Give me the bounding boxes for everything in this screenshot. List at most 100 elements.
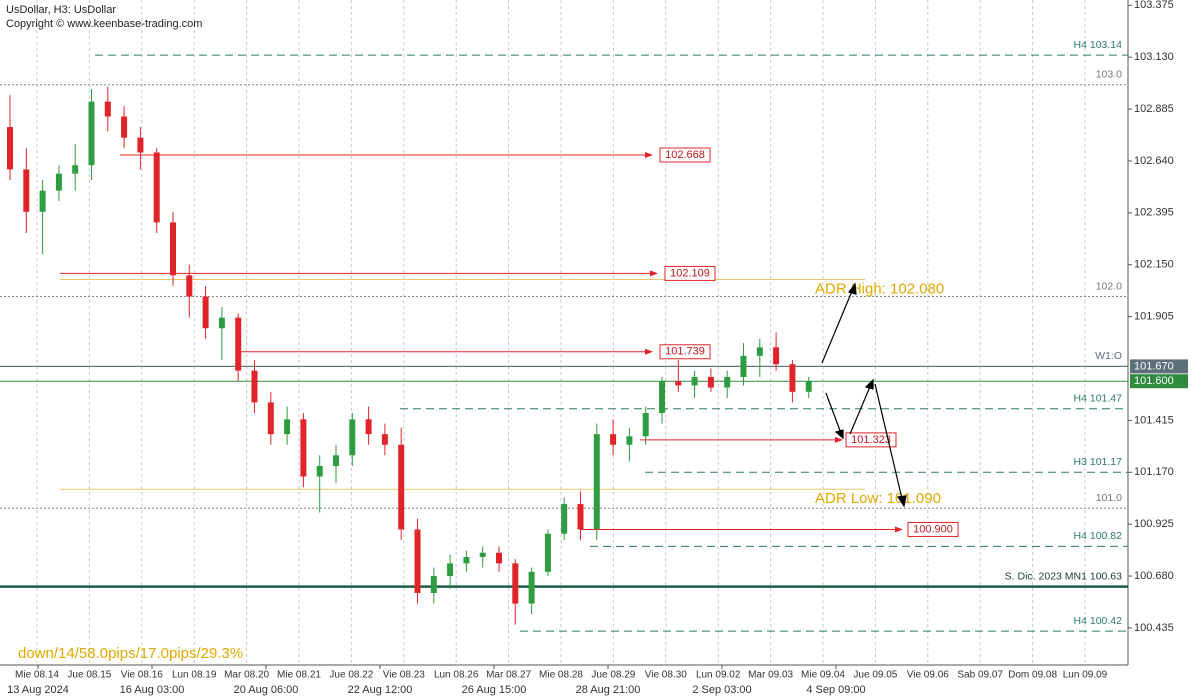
candle-body (561, 504, 568, 534)
day-label: Dom 09.08 (1008, 670, 1057, 681)
date-label: 16 Aug 03:00 (120, 684, 185, 696)
chart-subtitle: Copyright © www.keenbase-trading.com (6, 18, 202, 30)
candle-body (577, 504, 584, 530)
candle-body (610, 434, 617, 445)
candle-body (251, 370, 258, 403)
candle-body (55, 173, 62, 191)
projection-arrow (849, 381, 873, 435)
arrow-head (896, 495, 907, 508)
candle-body (39, 190, 46, 212)
candle-body (528, 571, 535, 604)
target-label: 101.323 (851, 434, 891, 446)
candle-body (316, 465, 323, 477)
y-tick-label: 102.640 (1134, 155, 1174, 167)
candle-body (512, 563, 519, 604)
day-label: Vie 09.06 (907, 670, 950, 681)
candle-body (430, 576, 437, 593)
day-label: Lun 08.19 (172, 670, 217, 681)
target-box (659, 344, 711, 360)
level-label: 102.0 (1096, 280, 1122, 292)
candle-body (218, 317, 225, 329)
candle-body (381, 434, 388, 445)
target-box (664, 265, 716, 281)
arrow-head (834, 429, 844, 440)
candle-body (414, 529, 421, 593)
level-label: 103.0 (1096, 68, 1122, 80)
candle-body (707, 376, 714, 388)
day-label: Lun 09.02 (696, 670, 741, 681)
candle-body (170, 222, 176, 276)
level-label: H4 100.82 (1074, 530, 1123, 542)
day-label: Lun 09.09 (1063, 670, 1108, 681)
projection-arrow (825, 392, 843, 437)
candle-body (544, 533, 551, 572)
price-box-label: 101.600 (1134, 375, 1174, 387)
candle-body (691, 376, 698, 386)
candle-body (349, 419, 356, 456)
arrow-head (847, 282, 857, 295)
candle-body (740, 355, 747, 377)
candle-body (463, 556, 470, 564)
day-label: Jue 08.22 (329, 670, 373, 681)
candle-body (642, 412, 649, 437)
date-label: 13 Aug 2024 (7, 684, 69, 696)
level-label: 101.0 (1096, 492, 1122, 504)
level-label: W1:O (1095, 350, 1122, 362)
y-tick-label: 102.150 (1134, 259, 1174, 271)
candle-body (137, 137, 144, 153)
arrow-head (864, 378, 874, 390)
candle-body (333, 455, 339, 466)
candle-body (121, 116, 128, 138)
day-label: Lun 08.26 (434, 670, 479, 681)
level-label: H4 100.42 (1074, 615, 1123, 627)
y-tick-label: 101.415 (1134, 414, 1174, 426)
candle-body (23, 169, 30, 212)
target-arrowhead (645, 348, 653, 355)
y-tick-label: 103.130 (1134, 51, 1174, 63)
candle-body (300, 419, 307, 477)
date-label: 28 Aug 21:00 (576, 684, 641, 696)
candle-body (202, 296, 209, 329)
y-tick-label: 102.395 (1134, 207, 1174, 219)
target-label: 102.668 (665, 149, 705, 161)
stats-text: down/14/58.0pips/17.0pips/29.3% (18, 645, 243, 662)
target-box (659, 147, 711, 163)
target-label: 102.109 (670, 267, 710, 279)
day-label: Jue 08.15 (67, 670, 111, 681)
target-arrowhead (645, 152, 653, 159)
adr-label: ADR High: 102.080 (815, 281, 944, 298)
y-tick-label: 102.885 (1134, 103, 1174, 115)
y-tick-label: 101.170 (1134, 466, 1174, 478)
date-label: 20 Aug 06:00 (234, 684, 299, 696)
price-box-label: 101.670 (1134, 360, 1174, 372)
y-tick-label: 103.375 (1134, 0, 1174, 11)
day-label: Mie 09.04 (801, 670, 845, 681)
candle-body (479, 552, 486, 557)
target-label: 101.739 (665, 346, 705, 358)
target-arrowhead (895, 526, 903, 533)
day-label: Mie 08.14 (15, 670, 59, 681)
candle-body (447, 563, 454, 577)
target-arrowhead (650, 270, 658, 277)
date-label: 26 Aug 15:00 (462, 684, 527, 696)
day-label: Sab 09.07 (957, 670, 1003, 681)
target-box (907, 521, 959, 537)
day-label: Mie 08.28 (539, 670, 583, 681)
candle-body (88, 101, 95, 166)
candle-body (675, 381, 682, 386)
day-label: Jue 08.29 (591, 670, 635, 681)
projection-arrow (874, 383, 904, 504)
candle-body (365, 419, 372, 435)
candle-body (626, 436, 633, 445)
day-label: Vie 08.23 (383, 670, 426, 681)
candle-body (7, 127, 13, 170)
target-label: 100.900 (913, 523, 953, 535)
candle-body (284, 419, 291, 435)
level-label: S. Dic. 2023 MN1 100.63 (1005, 570, 1122, 582)
candle-body (756, 347, 763, 356)
candle-body (805, 381, 812, 392)
level-label: H3 101.17 (1074, 456, 1123, 468)
price-box (1130, 374, 1188, 389)
y-tick-label: 100.925 (1134, 518, 1174, 530)
